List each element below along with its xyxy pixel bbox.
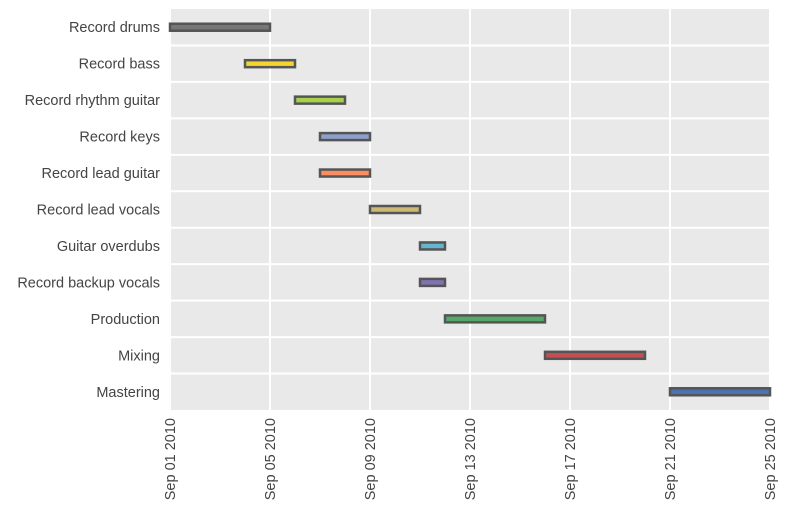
task-bar — [443, 314, 547, 324]
task-bar — [293, 95, 347, 105]
grid-lines — [169, 9, 771, 410]
task-label: Record rhythm guitar — [25, 93, 161, 109]
task-bar — [418, 241, 447, 251]
task-bars — [168, 22, 772, 397]
task-label: Record backup vocals — [17, 275, 160, 291]
task-bar — [368, 204, 422, 215]
task-bar — [168, 22, 272, 32]
date-tick-labels: Sep 01 2010 Sep 05 2010 Sep 09 2010 Sep 13 … — [163, 418, 779, 500]
task-label: Record lead guitar — [42, 166, 161, 182]
task-label: Mixing — [118, 348, 160, 364]
task-label: Guitar overdubs — [57, 239, 160, 255]
date-tick-label: Sep 21 2010 — [663, 418, 679, 500]
task-bar — [418, 277, 447, 288]
task-label: Mastering — [96, 385, 160, 401]
date-tick-label: Sep 05 2010 — [263, 418, 279, 500]
task-label: Record lead vocals — [37, 203, 160, 219]
date-tick-label: Sep 25 2010 — [763, 418, 779, 500]
task-bar — [243, 58, 297, 69]
task-bar — [318, 131, 372, 142]
task-label: Record bass — [79, 57, 160, 73]
task-label: Record keys — [79, 130, 160, 146]
task-labels: Record drums Record bass Record rhythm gui… — [17, 20, 160, 401]
task-bar — [668, 387, 772, 397]
date-tick-label: Sep 01 2010 — [163, 418, 179, 500]
date-tick-label: Sep 09 2010 — [363, 418, 379, 500]
task-bar — [543, 350, 647, 361]
task-label: Record drums — [69, 20, 160, 36]
task-bar — [318, 168, 372, 178]
task-label: Production — [91, 312, 160, 328]
date-tick-label: Sep 17 2010 — [563, 418, 579, 500]
date-tick-label: Sep 13 2010 — [463, 418, 479, 500]
